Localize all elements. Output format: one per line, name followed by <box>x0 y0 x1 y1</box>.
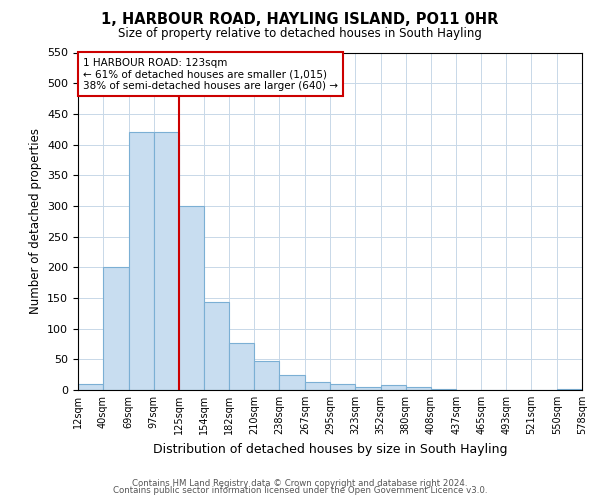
Bar <box>229 343 254 390</box>
Bar <box>406 387 431 390</box>
Bar <box>381 385 406 390</box>
Text: Contains HM Land Registry data © Crown copyright and database right 2024.: Contains HM Land Registry data © Crown c… <box>132 478 468 488</box>
Bar <box>78 384 103 390</box>
Bar <box>431 389 457 390</box>
Text: 1, HARBOUR ROAD, HAYLING ISLAND, PO11 0HR: 1, HARBOUR ROAD, HAYLING ISLAND, PO11 0H… <box>101 12 499 28</box>
Bar <box>355 387 381 390</box>
Text: Contains public sector information licensed under the Open Government Licence v3: Contains public sector information licen… <box>113 486 487 495</box>
Bar <box>557 389 582 390</box>
Bar <box>179 206 205 390</box>
Bar <box>279 374 305 390</box>
Bar <box>129 132 154 390</box>
Bar <box>254 360 279 390</box>
Bar <box>330 384 355 390</box>
Bar <box>103 268 129 390</box>
X-axis label: Distribution of detached houses by size in South Hayling: Distribution of detached houses by size … <box>153 442 507 456</box>
Bar <box>305 382 330 390</box>
Bar <box>154 132 179 390</box>
Text: 1 HARBOUR ROAD: 123sqm
← 61% of detached houses are smaller (1,015)
38% of semi-: 1 HARBOUR ROAD: 123sqm ← 61% of detached… <box>83 58 338 91</box>
Text: Size of property relative to detached houses in South Hayling: Size of property relative to detached ho… <box>118 28 482 40</box>
Bar <box>205 302 229 390</box>
Y-axis label: Number of detached properties: Number of detached properties <box>29 128 41 314</box>
